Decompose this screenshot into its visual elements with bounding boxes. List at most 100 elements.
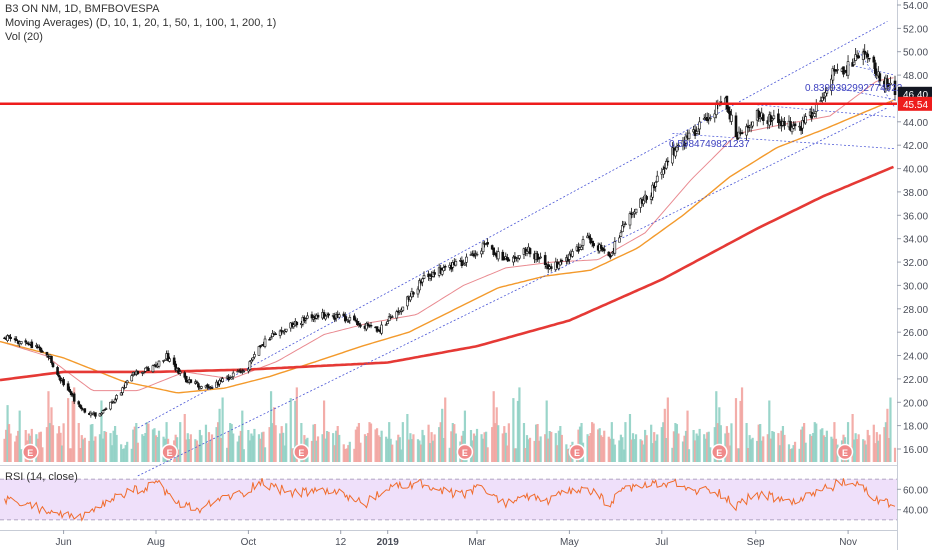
volume-bar xyxy=(274,425,277,462)
volume-bar xyxy=(229,423,232,462)
earnings-marker[interactable] xyxy=(711,443,728,461)
candle-body xyxy=(51,362,55,368)
candle-body xyxy=(112,401,115,404)
candle-body xyxy=(113,399,117,403)
volume-bar xyxy=(295,387,298,462)
volume-bar xyxy=(62,423,65,462)
candle-body xyxy=(136,371,140,375)
volume-bar xyxy=(866,429,869,462)
volume-bar xyxy=(739,400,742,462)
volume-bar xyxy=(189,434,192,462)
volume-bar xyxy=(686,410,689,462)
volume-bar xyxy=(345,448,348,462)
volume-bar xyxy=(321,434,324,462)
time-tick-label: Mar xyxy=(468,537,486,548)
candle-body xyxy=(486,242,489,245)
fib-fan-line[interactable] xyxy=(829,86,896,100)
volume-bar xyxy=(538,440,541,462)
candle-body xyxy=(124,382,127,388)
earnings-marker[interactable] xyxy=(161,443,178,461)
volume-bar xyxy=(694,440,697,462)
volume-bar xyxy=(675,424,679,462)
volume-bar xyxy=(336,426,339,462)
candle-body xyxy=(62,379,65,386)
candle-body xyxy=(162,360,165,362)
volume-bar xyxy=(316,436,320,462)
volume-bar xyxy=(550,431,553,462)
time-axis[interactable]: Jun Aug Oct 12 2019 Mar May Jul Sep Nov xyxy=(56,530,857,548)
earnings-marker-label: E xyxy=(462,448,468,458)
price-tick-label: 18.00 xyxy=(903,422,928,433)
candle-body xyxy=(122,387,126,389)
candle-body xyxy=(460,260,464,267)
volume-bar xyxy=(209,440,212,462)
volume-bar xyxy=(750,439,753,462)
candle-body xyxy=(356,320,359,325)
volume-bars xyxy=(3,387,897,462)
trend-channel[interactable] xyxy=(137,21,896,477)
earnings-marker[interactable] xyxy=(568,443,586,461)
volume-bar xyxy=(206,443,209,462)
candle-body xyxy=(581,239,585,246)
volume-bar xyxy=(868,435,871,462)
volume-bar xyxy=(504,432,507,462)
moving-average-lines xyxy=(0,77,894,394)
fib-fan-line[interactable] xyxy=(858,50,896,108)
price-tick-label: 38.00 xyxy=(903,188,928,199)
volume-bar xyxy=(157,430,161,462)
volume-bar xyxy=(248,440,251,462)
volume-bar xyxy=(433,434,436,462)
volume-bar xyxy=(216,422,220,462)
earnings-marker[interactable] xyxy=(293,443,310,461)
volume-bar xyxy=(347,445,350,462)
fib-fan-line[interactable] xyxy=(672,133,896,150)
volume-bar xyxy=(57,426,61,462)
candle-body xyxy=(183,372,187,378)
volume-bar xyxy=(130,448,133,462)
volume-bar xyxy=(580,423,583,462)
volume-bar xyxy=(83,437,86,462)
volume-bar xyxy=(709,447,712,462)
volume-bar xyxy=(780,430,783,462)
volume-bar xyxy=(565,444,568,462)
candle-body xyxy=(451,262,455,268)
fib-fan-line[interactable] xyxy=(848,64,896,76)
volume-bar xyxy=(777,433,780,462)
candle-body xyxy=(354,319,358,322)
volume-bar xyxy=(730,423,733,462)
volume-bar xyxy=(566,449,569,462)
candle-body xyxy=(543,255,547,265)
candle-body xyxy=(607,251,611,257)
candle-body xyxy=(103,409,106,411)
volume-bar xyxy=(545,400,548,462)
candle-body xyxy=(789,121,792,131)
earnings-marker[interactable] xyxy=(456,443,474,461)
volume-bar xyxy=(322,400,326,462)
earnings-marker[interactable] xyxy=(22,443,39,461)
candle-body xyxy=(100,412,103,415)
volume-bar xyxy=(50,407,53,462)
legend-volume: Vol (20) xyxy=(5,31,43,43)
candle-body xyxy=(25,342,29,345)
candle-body xyxy=(725,95,729,110)
candle-body xyxy=(39,347,43,352)
candle-body xyxy=(416,288,420,295)
channel-lower-line[interactable] xyxy=(137,107,888,477)
candle-body xyxy=(619,232,623,237)
volume-bar xyxy=(88,440,91,462)
candle-body xyxy=(41,350,44,353)
volume-bar xyxy=(141,434,144,462)
candle-body xyxy=(587,235,591,239)
candle-body xyxy=(536,253,539,260)
earnings-marker[interactable] xyxy=(836,443,854,461)
volume-bar xyxy=(715,391,718,462)
volume-bar xyxy=(300,423,303,462)
volume-bar xyxy=(388,422,391,462)
volume-bar xyxy=(438,427,441,462)
volume-bar xyxy=(120,444,123,462)
volume-bar xyxy=(810,436,813,462)
candle-body xyxy=(825,90,829,94)
